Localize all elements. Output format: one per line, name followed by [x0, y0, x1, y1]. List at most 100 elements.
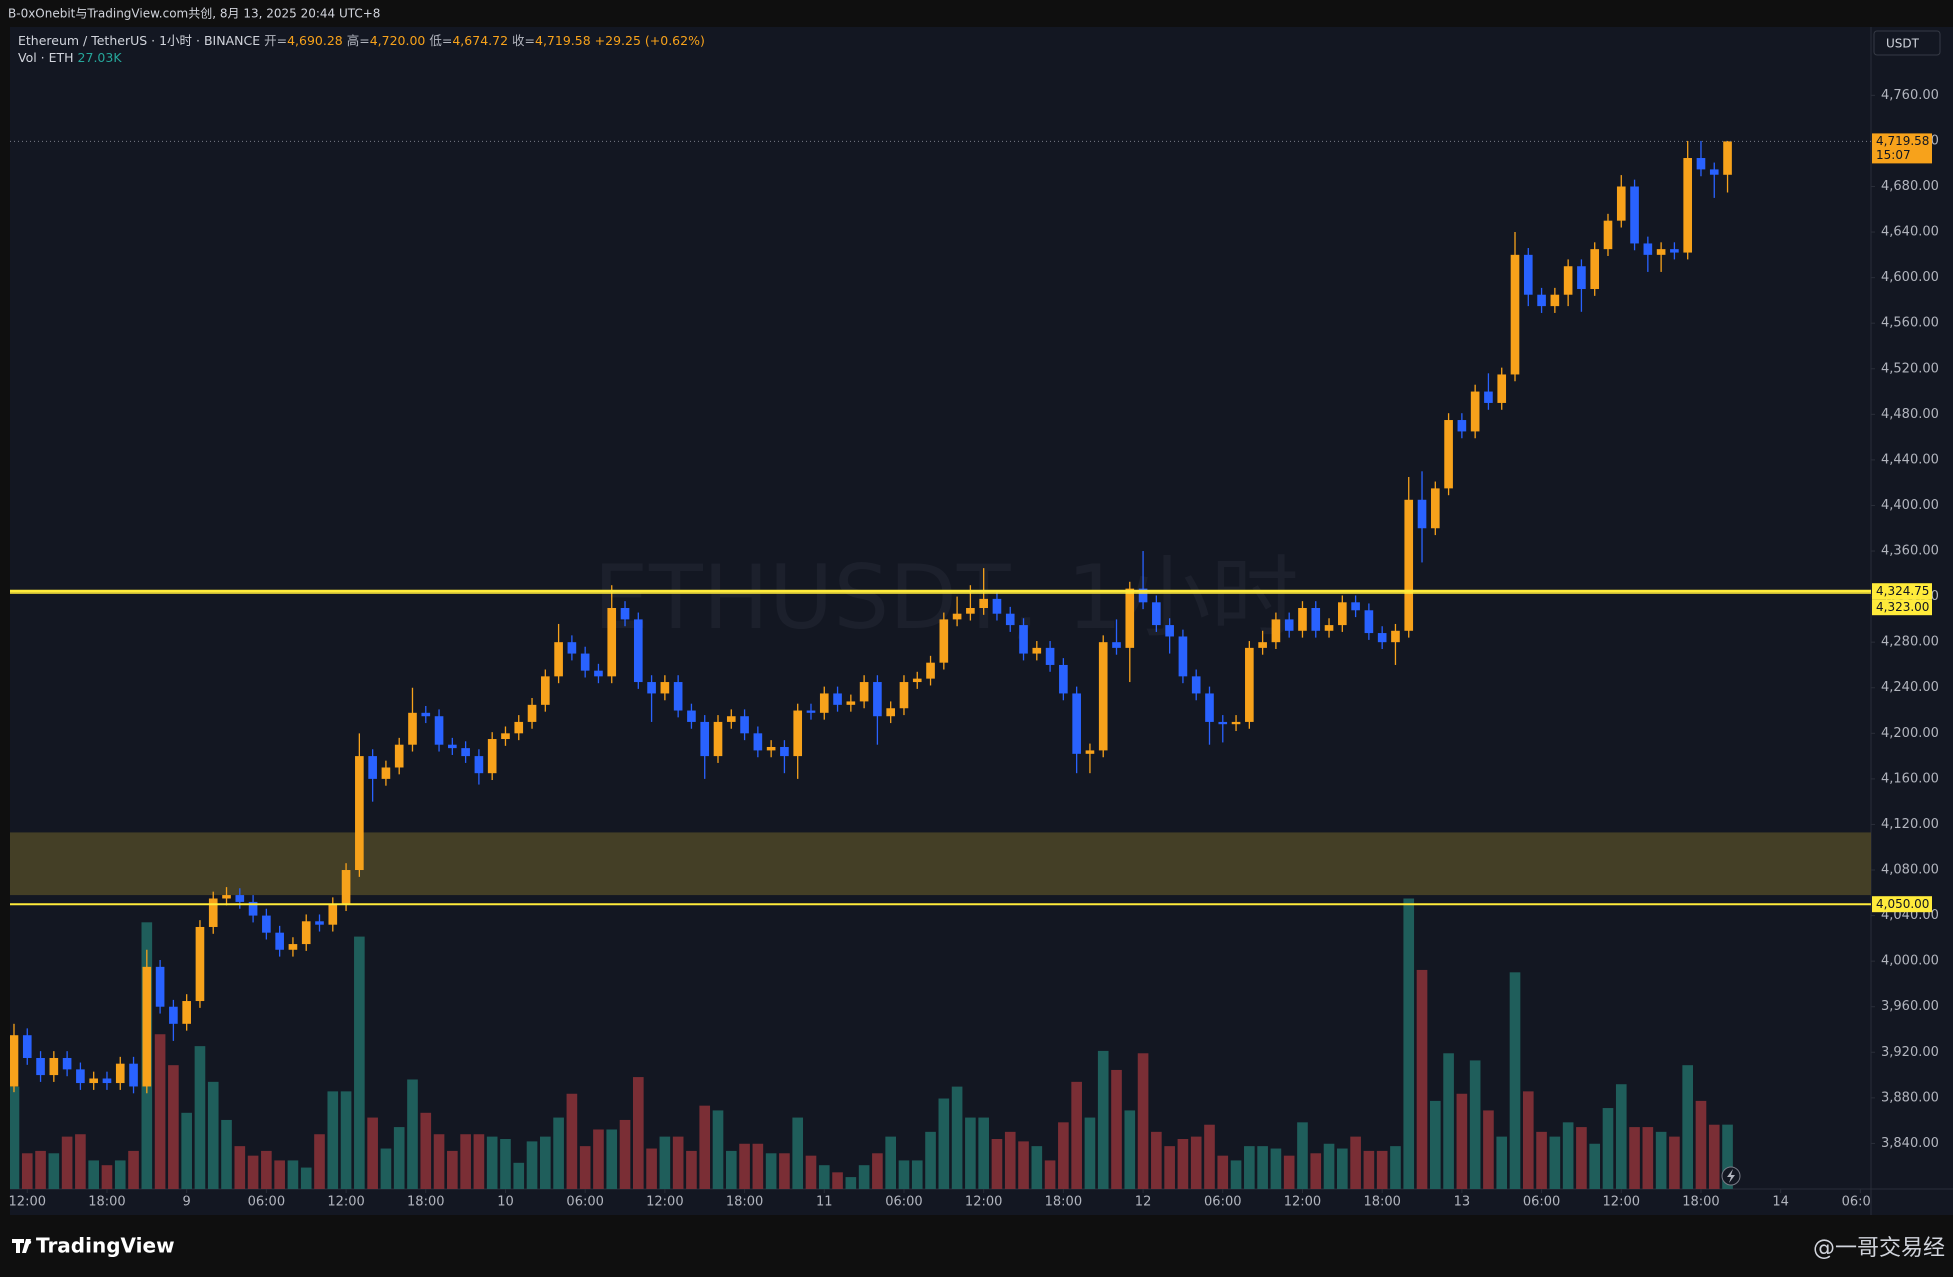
ohlc-value: 4,674.72: [452, 33, 508, 48]
volume-bar: [35, 1150, 46, 1189]
series-layer: [10, 140, 1871, 1189]
volume-bar: [473, 1134, 485, 1189]
volume-bar: [566, 1093, 578, 1189]
legend: Ethereum / TetherUS · 1小时 · BINANCE 开=4,…: [18, 33, 705, 48]
lightning-icon[interactable]: [1727, 1169, 1735, 1183]
volume-bar: [1297, 1122, 1308, 1189]
candle-body: [806, 710, 816, 713]
y-tick-label: 4,600.00: [1881, 270, 1939, 285]
candle-body: [554, 642, 563, 677]
y-tick-label: 4,000.00: [1881, 954, 1939, 969]
volume-value: 27.03K: [78, 50, 123, 65]
candle-body: [833, 693, 842, 705]
candle-body: [49, 1057, 59, 1076]
countdown: 15:07: [1876, 148, 1911, 162]
x-tick-label: 10: [497, 1195, 514, 1210]
volume-bar: [725, 1150, 737, 1189]
candle-body: [487, 739, 497, 774]
volume-bar: [1549, 1136, 1561, 1189]
currency[interactable]: USDT: [1886, 37, 1920, 51]
volume-name: Vol · ETH: [18, 50, 74, 65]
y-tick-label: 4,400.00: [1881, 498, 1939, 513]
time-axis: [10, 1189, 1953, 1215]
volume-bar: [234, 1146, 246, 1189]
volume-bar: [1629, 1127, 1640, 1189]
volume-bar: [1522, 1091, 1534, 1189]
candle-body: [368, 756, 377, 779]
volume-bar: [1337, 1148, 1348, 1189]
volume-bar: [393, 1127, 405, 1189]
candle-body: [926, 662, 935, 679]
volume-bar: [300, 1167, 312, 1189]
top-bar-title: B-0xOnebit与TradingView.com共创, 8月 13, 202…: [8, 7, 380, 21]
volume-bar: [1310, 1153, 1322, 1189]
candle-body: [10, 1035, 19, 1087]
volume-bar: [354, 936, 365, 1189]
y-tick-label: 4,280.00: [1881, 635, 1939, 650]
volume-bar: [1615, 1084, 1627, 1189]
candle-body: [1537, 294, 1546, 307]
ohlc-value: 4,719.58: [535, 33, 591, 48]
candle-body: [1245, 647, 1254, 722]
level-label-box: [1872, 599, 1932, 616]
candle-body: [1324, 625, 1334, 631]
x-tick-label: 18:00: [1045, 1195, 1082, 1210]
y-tick-label: 4,240.00: [1881, 680, 1939, 695]
y-tick-label: 4,440.00: [1881, 452, 1939, 467]
candle-body: [115, 1063, 125, 1084]
volume-bar: [739, 1143, 750, 1189]
y-tick-label: 4,160.00: [1881, 771, 1939, 786]
volume-bar: [1443, 1053, 1454, 1189]
candle-body: [1590, 249, 1600, 290]
candle-body: [633, 619, 643, 683]
volume-bar: [818, 1165, 830, 1189]
y-tick-label: 4,560.00: [1881, 316, 1939, 331]
volume-bar: [340, 1091, 352, 1189]
ohlc-key: 开=: [264, 33, 287, 48]
candle-body: [580, 653, 590, 671]
y-tick-label: 3,960.00: [1881, 999, 1939, 1014]
candle-body: [129, 1063, 138, 1087]
candle-body: [819, 693, 829, 713]
brand: TradingView: [36, 1234, 175, 1258]
volume-bar: [1124, 1110, 1136, 1189]
candle-body: [1603, 220, 1613, 250]
candle-body: [620, 608, 630, 620]
candle-body: [222, 895, 231, 899]
ohlc-key: 收=: [512, 33, 535, 48]
volume-bar: [327, 1091, 339, 1189]
volume-bar: [367, 1117, 378, 1189]
candle-body: [1404, 499, 1414, 631]
x-tick-label: 12:00: [965, 1195, 1002, 1210]
volume-bar: [407, 1079, 418, 1189]
ohlc-value: 4,690.28: [287, 33, 343, 48]
candle-body: [992, 598, 1002, 614]
volume-bar: [593, 1129, 604, 1189]
volume-bar: [128, 1150, 139, 1189]
candle-body: [1563, 266, 1573, 295]
candle-body: [501, 733, 510, 740]
volume-bar: [21, 1153, 33, 1189]
volume-bar: [1376, 1150, 1388, 1189]
candle-body: [1430, 488, 1440, 529]
candle-body: [235, 895, 245, 902]
currency-box[interactable]: [1873, 30, 1941, 56]
volume-bar: [1177, 1138, 1189, 1189]
volume-bar: [1602, 1108, 1614, 1189]
y-tick-label: 4,520.00: [1881, 361, 1939, 376]
volume-bar: [1669, 1136, 1680, 1189]
volume-bar: [1483, 1110, 1494, 1189]
candle-body: [1205, 693, 1214, 722]
volume-bar: [872, 1153, 883, 1189]
y-tick-label: 4,480.00: [1881, 407, 1939, 422]
x-tick-label: 18:00: [407, 1195, 444, 1210]
volume-bar: [1708, 1124, 1720, 1189]
candle-body: [700, 721, 710, 757]
y-tick-label: 3,840.00: [1881, 1136, 1939, 1151]
candle-body: [1191, 676, 1201, 694]
volume-bar: [1283, 1155, 1295, 1189]
candle-body: [89, 1078, 99, 1084]
candle-body: [1723, 141, 1732, 175]
volume-bar: [154, 1034, 166, 1189]
